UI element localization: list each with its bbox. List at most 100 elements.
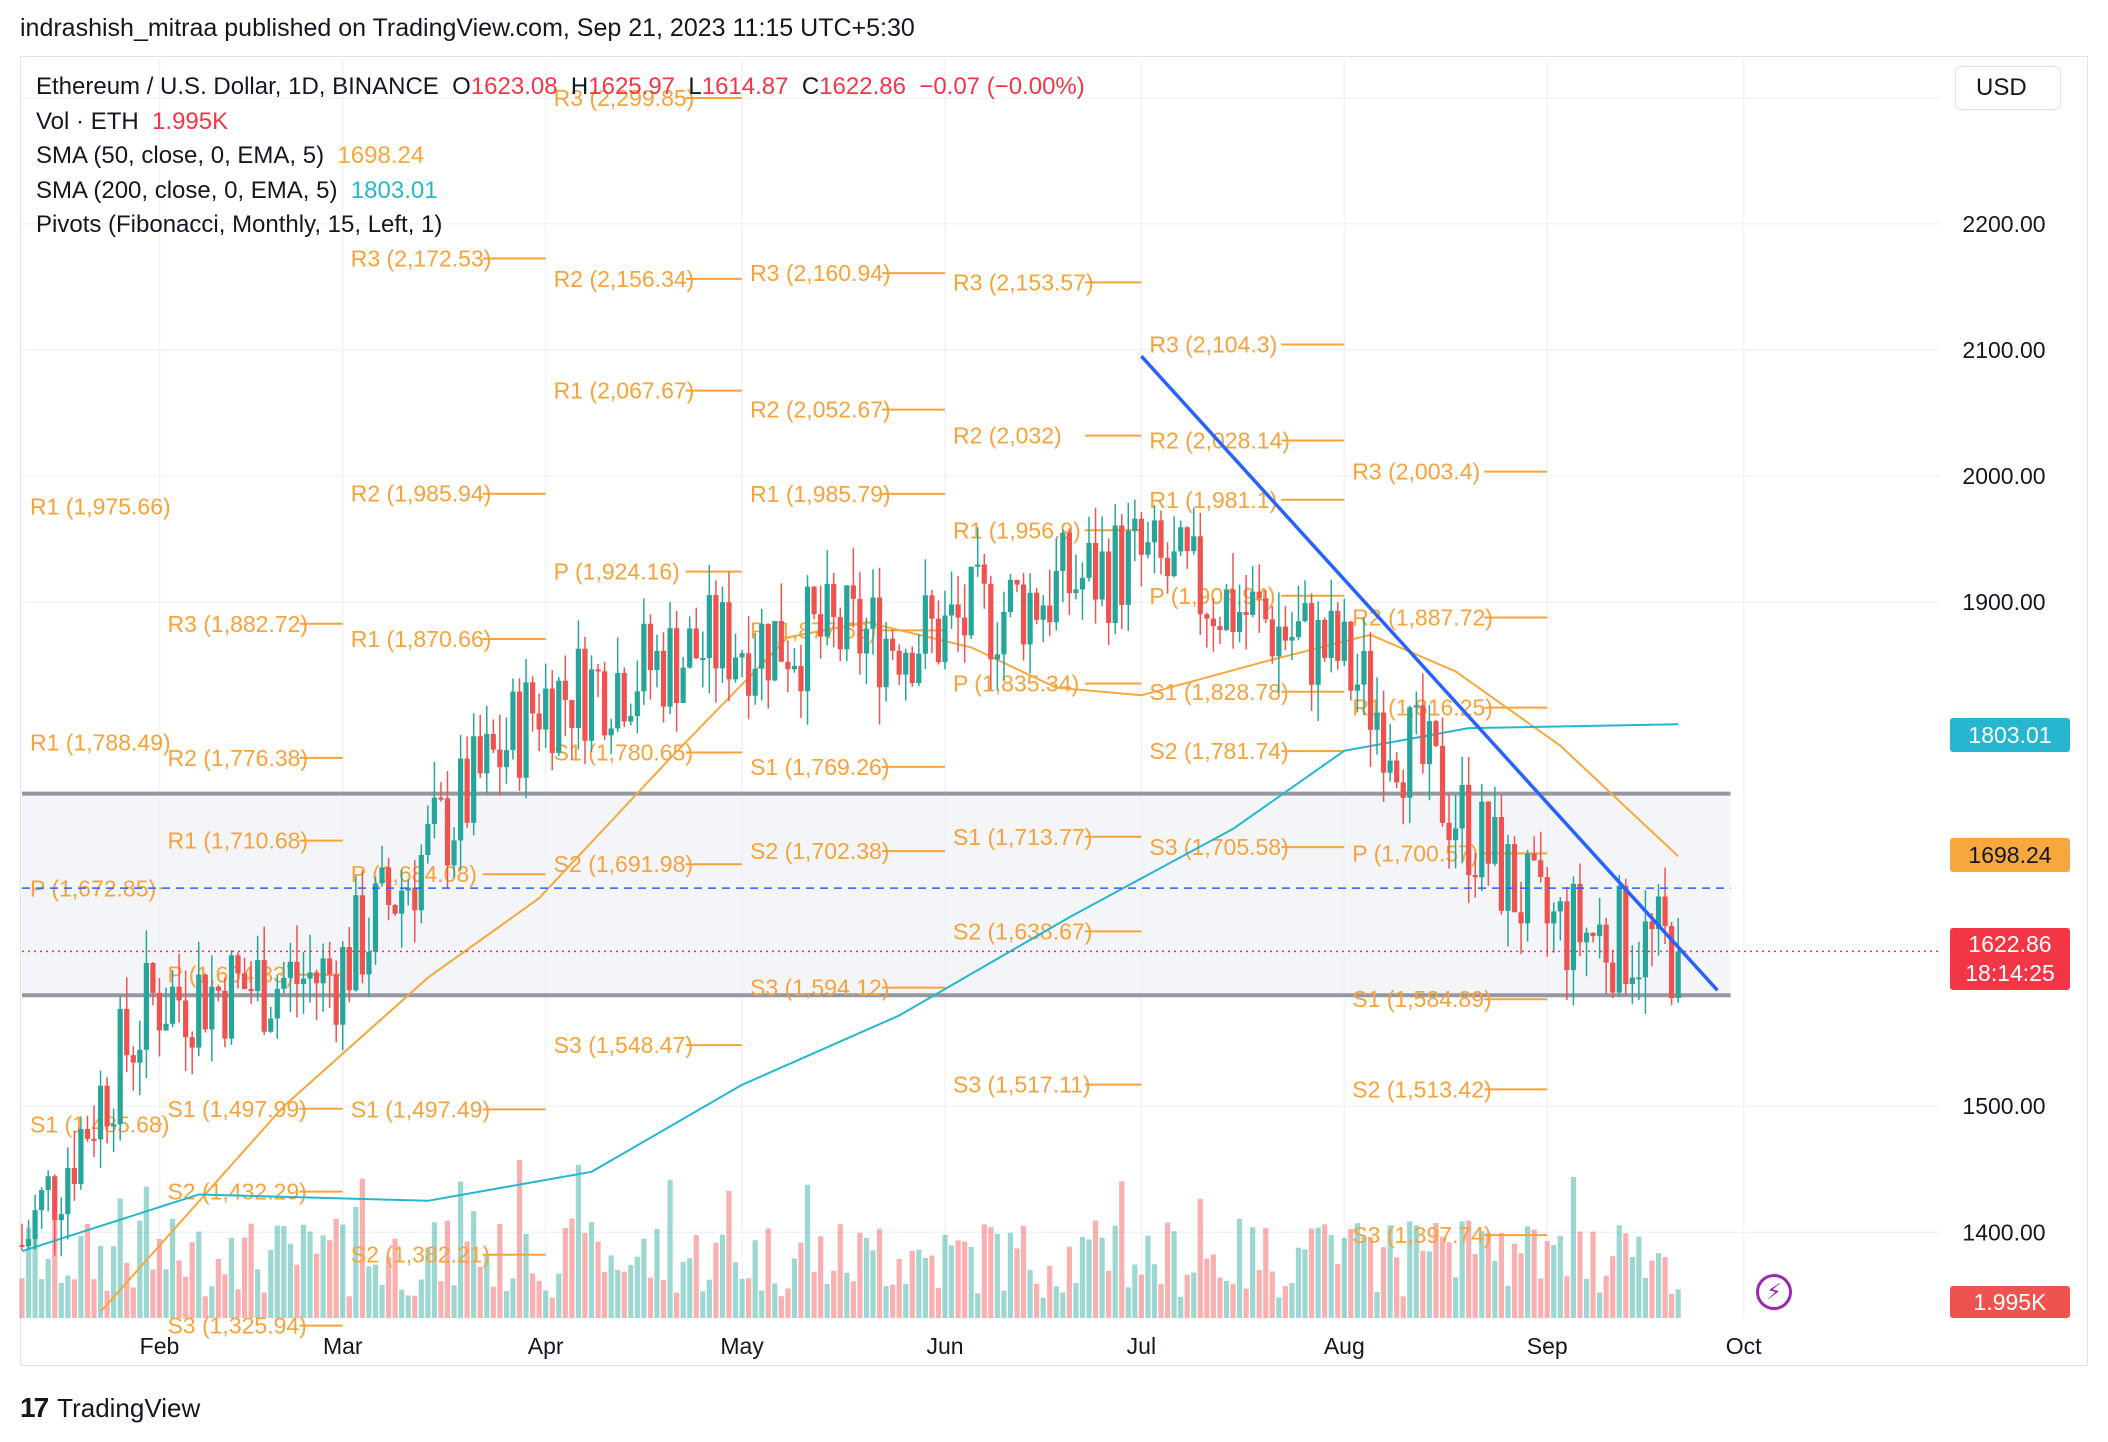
volume-bar bbox=[111, 1246, 117, 1318]
pivot-label: S3 (1,548.47) bbox=[554, 1032, 693, 1058]
volume-bar bbox=[1014, 1248, 1020, 1318]
candle-body bbox=[25, 1239, 32, 1246]
candle-body bbox=[582, 648, 588, 741]
candle-body bbox=[1649, 921, 1655, 930]
volume-bar bbox=[130, 1287, 136, 1318]
candle-body bbox=[255, 960, 261, 992]
candle-body bbox=[1675, 951, 1681, 999]
candle-body bbox=[1420, 705, 1426, 765]
candle-body bbox=[1341, 621, 1347, 661]
candle-body bbox=[359, 895, 365, 975]
candle-body bbox=[1479, 801, 1485, 878]
volume-bar bbox=[837, 1224, 843, 1318]
candle-body bbox=[1557, 901, 1563, 912]
candle-body bbox=[588, 669, 595, 741]
volume-bar bbox=[241, 1237, 248, 1318]
volume-bar bbox=[84, 1223, 91, 1318]
candle-body bbox=[385, 867, 392, 906]
candle-body bbox=[189, 1037, 195, 1048]
pivot-label: R1 (1,788.49) bbox=[30, 730, 171, 756]
candle-body bbox=[1236, 612, 1243, 633]
pivot-label: S2 (1,513.42) bbox=[1352, 1076, 1491, 1102]
sma50-line bbox=[99, 621, 1679, 1313]
volume-bar bbox=[32, 1235, 38, 1318]
volume-bar bbox=[91, 1279, 97, 1318]
candle-body bbox=[300, 978, 307, 984]
pivots-label: Pivots (Fibonacci, Monthly, 15, Left, 1) bbox=[36, 211, 443, 238]
candle-body bbox=[412, 887, 418, 911]
volume-bar bbox=[1636, 1236, 1642, 1318]
lightning-icon[interactable]: ⚡ bbox=[1756, 1274, 1792, 1310]
volume-bar bbox=[1610, 1256, 1616, 1318]
volume-bar bbox=[1236, 1218, 1243, 1318]
candle-body bbox=[457, 758, 464, 841]
candle-body bbox=[346, 947, 352, 991]
volume-bar bbox=[209, 1286, 215, 1318]
volume-bar bbox=[150, 1269, 156, 1318]
volume-bar bbox=[1282, 1286, 1288, 1318]
candle-body bbox=[1092, 542, 1099, 600]
volume-bar bbox=[1132, 1264, 1138, 1318]
volume-bar bbox=[196, 1231, 202, 1318]
candle-body bbox=[1073, 589, 1079, 594]
y-axis: 2300.002200.002100.002000.001900.001500.… bbox=[1962, 85, 2045, 1245]
candle-body bbox=[97, 1085, 104, 1140]
volume-bar bbox=[732, 1262, 739, 1318]
pivot-label: P (1,924.16) bbox=[554, 559, 680, 585]
volume-bar bbox=[1361, 1236, 1367, 1318]
pivot-label: S2 (1,432.29) bbox=[167, 1179, 306, 1205]
candle-body bbox=[1498, 817, 1505, 911]
candle-body bbox=[1066, 532, 1072, 594]
y-tick-label: 1400.00 bbox=[1962, 1219, 2045, 1245]
volume-bar bbox=[1544, 1240, 1550, 1318]
pivot-label: R1 (1,870.66) bbox=[351, 626, 492, 652]
candle-body bbox=[1642, 921, 1649, 978]
volume-bar bbox=[1557, 1235, 1563, 1318]
candle-body bbox=[84, 1128, 91, 1139]
candle-body bbox=[372, 883, 379, 952]
candle-body bbox=[791, 665, 798, 670]
volume-bar bbox=[1374, 1292, 1380, 1318]
y-tick-label: 2200.00 bbox=[1962, 211, 2045, 237]
candle-body bbox=[183, 1000, 189, 1038]
candle-body bbox=[549, 688, 555, 754]
candle-body bbox=[1380, 712, 1387, 773]
change-value: −0.07 (−0.00%) bbox=[919, 73, 1085, 100]
volume-bar bbox=[1184, 1274, 1190, 1318]
currency-button[interactable]: USD bbox=[1955, 66, 2061, 110]
volume-bar bbox=[916, 1249, 922, 1318]
pivot-label: R2 (1,776.38) bbox=[167, 745, 308, 771]
volume-bar bbox=[58, 1282, 64, 1318]
candle-body bbox=[1197, 536, 1203, 615]
pivot-label: S1 (1,780.65) bbox=[554, 739, 693, 765]
candle-body bbox=[1655, 896, 1662, 930]
candle-body bbox=[962, 617, 968, 636]
volume-bar bbox=[706, 1279, 712, 1318]
candle-body bbox=[1308, 603, 1315, 685]
volume-bar bbox=[1119, 1181, 1125, 1318]
volume-bar bbox=[222, 1274, 228, 1318]
high-value: 1625.97 bbox=[588, 73, 676, 100]
candle-body bbox=[759, 623, 765, 669]
candle-body bbox=[1289, 636, 1295, 641]
candle-body bbox=[726, 602, 732, 680]
pivot-label: R3 (2,160.94) bbox=[750, 260, 891, 286]
candle-body bbox=[746, 653, 752, 696]
volume-bar bbox=[975, 1293, 981, 1318]
sma200-price-tag: 1803.01 bbox=[1950, 718, 2070, 752]
volume-bar bbox=[431, 1222, 438, 1318]
volume-bar bbox=[176, 1260, 182, 1318]
candle-body bbox=[1400, 782, 1406, 798]
volume-bar bbox=[359, 1178, 365, 1318]
volume-bar bbox=[1250, 1227, 1256, 1318]
volume-bar bbox=[935, 1288, 942, 1318]
volume-bar bbox=[25, 1227, 32, 1318]
volume-bar bbox=[1328, 1235, 1334, 1318]
volume-bar bbox=[333, 1218, 339, 1318]
candle-body bbox=[700, 657, 706, 660]
volume-bar bbox=[628, 1264, 634, 1318]
candle-body bbox=[320, 958, 326, 984]
candle-body bbox=[1217, 626, 1223, 630]
volume-bar bbox=[674, 1292, 680, 1318]
